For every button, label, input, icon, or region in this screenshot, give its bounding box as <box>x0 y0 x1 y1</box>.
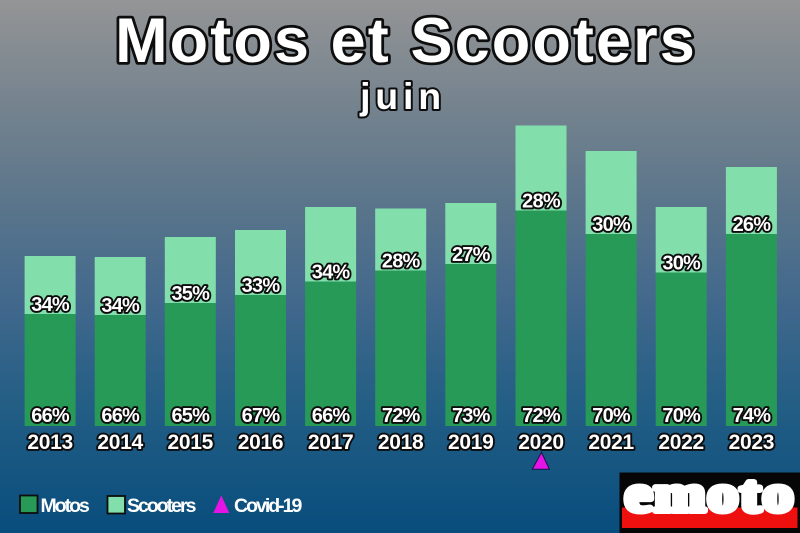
svg-text:30%: 30% <box>662 253 701 275</box>
svg-text:2021: 2021 <box>588 431 634 454</box>
svg-text:Motos et Scooters: Motos et Scooters <box>115 6 697 76</box>
svg-text:juin: juin <box>359 75 446 117</box>
svg-text:72%: 72% <box>382 405 421 427</box>
svg-text:73%: 73% <box>452 405 491 427</box>
svg-text:2014: 2014 <box>97 431 143 454</box>
svg-text:67%: 67% <box>242 405 281 427</box>
svg-text:Covid-19: Covid-19 <box>234 495 303 517</box>
svg-text:2015: 2015 <box>168 431 214 454</box>
svg-text:28%: 28% <box>382 251 421 273</box>
svg-text:66%: 66% <box>101 405 140 427</box>
svg-text:2017: 2017 <box>308 431 354 454</box>
svg-text:34%: 34% <box>101 295 140 317</box>
svg-text:27%: 27% <box>452 244 491 266</box>
svg-text:2018: 2018 <box>378 431 424 454</box>
svg-text:70%: 70% <box>662 405 701 427</box>
svg-text:28%: 28% <box>522 191 561 213</box>
svg-text:33%: 33% <box>242 275 281 297</box>
svg-text:2013: 2013 <box>27 431 73 454</box>
svg-text:emoto: emoto <box>625 466 795 523</box>
svg-text:2016: 2016 <box>238 431 284 454</box>
svg-text:35%: 35% <box>171 283 210 305</box>
svg-text:66%: 66% <box>312 405 351 427</box>
svg-text:2022: 2022 <box>658 431 704 454</box>
svg-text:26%: 26% <box>733 214 772 236</box>
svg-text:2020: 2020 <box>518 431 564 454</box>
svg-text:30%: 30% <box>592 214 631 236</box>
svg-text:34%: 34% <box>312 262 351 284</box>
svg-text:72%: 72% <box>522 405 561 427</box>
svg-text:2019: 2019 <box>448 431 494 454</box>
svg-text:34%: 34% <box>31 294 70 316</box>
svg-text:2023: 2023 <box>729 431 775 454</box>
svg-text:Scooters: Scooters <box>127 495 197 517</box>
svg-text:Motos: Motos <box>41 495 91 517</box>
svg-text:70%: 70% <box>592 405 631 427</box>
svg-text:65%: 65% <box>171 405 210 427</box>
svg-text:74%: 74% <box>733 405 772 427</box>
svg-text:66%: 66% <box>31 405 70 427</box>
